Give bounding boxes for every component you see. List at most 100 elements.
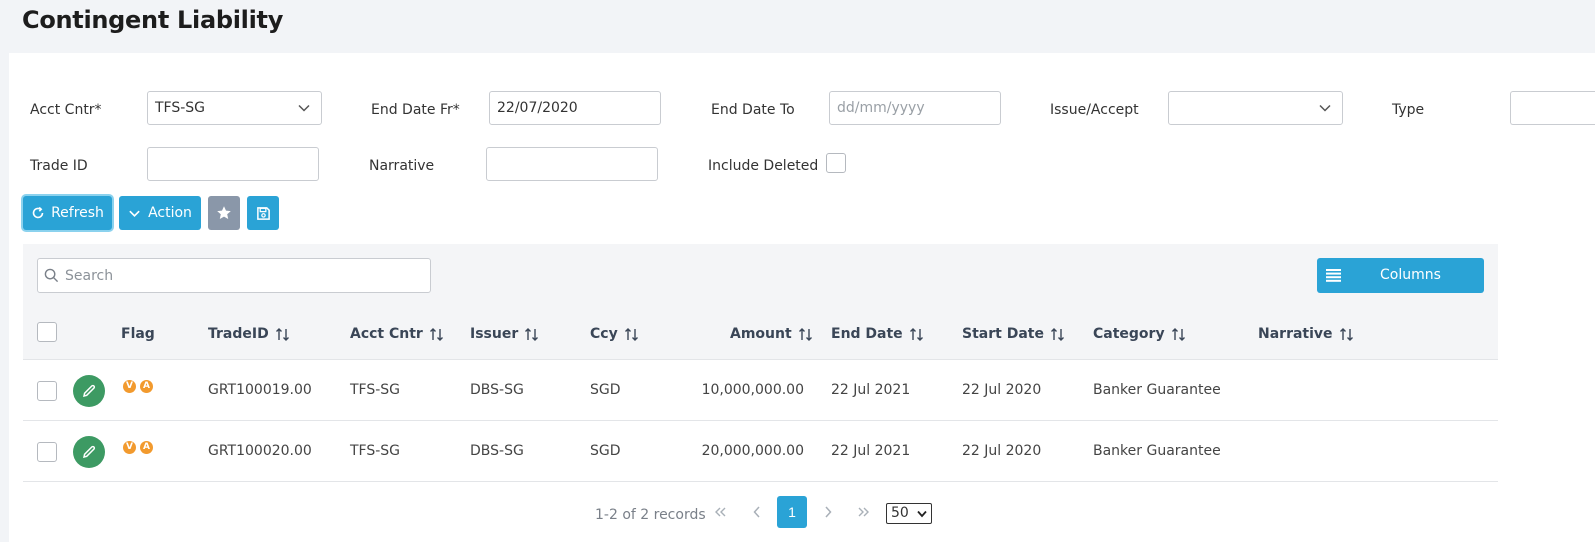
search-placeholder: Search — [65, 268, 114, 284]
row-checkbox[interactable] — [37, 442, 57, 462]
header-ccy[interactable]: Ccy — [590, 326, 639, 342]
star-icon — [217, 206, 231, 219]
type-label: Type — [1392, 102, 1425, 118]
header-acct-cntr[interactable]: Acct Cntr — [350, 326, 444, 342]
next-page-button[interactable] — [813, 496, 843, 528]
flag-badge: A — [140, 380, 153, 393]
main-card: Acct Cntr* TFS-SG End Date Fr* 22/07/202… — [9, 53, 1595, 542]
columns-label: Columns — [1380, 267, 1441, 283]
include-deleted-label: Include Deleted — [708, 158, 819, 174]
grid-toolbar: Search Columns — [23, 244, 1498, 306]
sort-icon — [525, 327, 539, 341]
pagination-summary: 1-2 of 2 records — [595, 507, 706, 523]
table-header: Flag TradeID Acct Cntr Issuer Ccy Amount — [23, 306, 1498, 360]
prev-page-button[interactable] — [742, 496, 772, 528]
cell-issuer: DBS-SG — [470, 443, 524, 459]
trade-id-label: Trade ID — [30, 158, 88, 174]
header-flag: Flag — [121, 326, 155, 342]
end-date-fr-label: End Date Fr* — [371, 102, 460, 118]
header-narrative-label: Narrative — [1258, 326, 1333, 342]
action-button[interactable]: Action — [119, 196, 201, 230]
header-narrative[interactable]: Narrative — [1258, 326, 1354, 342]
end-date-to-input[interactable]: dd/mm/yyyy — [829, 91, 1001, 125]
select-all-checkbox[interactable] — [37, 322, 57, 342]
issue-accept-select[interactable] — [1168, 91, 1343, 125]
page-title: Contingent Liability — [22, 6, 284, 34]
acct-cntr-label: Acct Cntr* — [30, 102, 102, 118]
refresh-button[interactable]: Refresh — [23, 196, 112, 230]
narrative-input[interactable] — [486, 147, 658, 181]
end-date-fr-input[interactable]: 22/07/2020 — [489, 91, 661, 125]
cell-amount: 10,000,000.00 — [701, 382, 804, 398]
search-input[interactable]: Search — [37, 258, 431, 293]
sort-icon — [798, 327, 812, 341]
header-end-date[interactable]: End Date — [831, 326, 924, 342]
trade-id-input[interactable] — [147, 147, 319, 181]
header-acct-cntr-label: Acct Cntr — [350, 326, 423, 342]
header-ccy-label: Ccy — [590, 326, 618, 342]
sort-icon — [1339, 327, 1353, 341]
end-date-to-placeholder: dd/mm/yyyy — [837, 100, 925, 116]
cell-trade-id: GRT100019.00 — [208, 382, 312, 398]
sort-icon — [624, 327, 638, 341]
action-label: Action — [148, 205, 192, 221]
table-row[interactable]: V A GRT100020.00 TFS-SG DBS-SG SGD 20,00… — [23, 421, 1498, 482]
header-issuer-label: Issuer — [470, 326, 519, 342]
pencil-icon — [83, 445, 96, 459]
chevron-right-icon — [825, 506, 832, 518]
flag-badge: V — [123, 380, 136, 393]
pencil-icon — [83, 384, 96, 398]
cell-start-date: 22 Jul 2020 — [962, 443, 1042, 459]
flag-badge: V — [123, 441, 136, 454]
cell-acct-cntr: TFS-SG — [350, 443, 401, 459]
double-chevron-left-icon — [715, 507, 726, 517]
narrative-label: Narrative — [369, 158, 435, 174]
search-icon — [44, 268, 59, 283]
columns-button[interactable]: Columns — [1317, 258, 1484, 293]
row-checkbox[interactable] — [37, 381, 57, 401]
first-page-button[interactable] — [706, 496, 736, 528]
chevron-down-icon — [129, 210, 140, 217]
page-number-button[interactable]: 1 — [777, 496, 807, 528]
acct-cntr-select[interactable]: TFS-SG — [147, 91, 322, 125]
header-trade-id-label: TradeID — [208, 326, 269, 342]
cell-category: Banker Guarantee — [1093, 382, 1221, 398]
header-category-label: Category — [1093, 326, 1165, 342]
cell-amount: 20,000,000.00 — [701, 443, 804, 459]
include-deleted-checkbox[interactable] — [826, 153, 846, 173]
data-grid: Search Columns Flag TradeID — [23, 244, 1498, 542]
sort-icon — [1050, 327, 1064, 341]
edit-button[interactable] — [73, 375, 105, 407]
issue-accept-label: Issue/Accept — [1050, 102, 1139, 118]
edit-button[interactable] — [73, 436, 105, 468]
last-page-button[interactable] — [848, 496, 878, 528]
sort-icon — [275, 327, 289, 341]
header-flag-label: Flag — [121, 326, 155, 342]
refresh-icon — [32, 206, 44, 219]
page-size-select[interactable]: 50 — [886, 503, 932, 524]
cell-issuer: DBS-SG — [470, 382, 524, 398]
double-chevron-right-icon — [858, 507, 869, 517]
floppy-disk-icon — [256, 206, 270, 220]
end-date-fr-value: 22/07/2020 — [497, 100, 578, 116]
header-start-date-label: Start Date — [962, 326, 1044, 342]
favorite-button[interactable] — [208, 196, 240, 230]
refresh-label: Refresh — [51, 205, 104, 221]
header-amount[interactable]: Amount — [730, 326, 813, 342]
header-start-date[interactable]: Start Date — [962, 326, 1065, 342]
header-issuer[interactable]: Issuer — [470, 326, 539, 342]
acct-cntr-value: TFS-SG — [155, 100, 206, 116]
cell-category: Banker Guarantee — [1093, 443, 1221, 459]
cell-trade-id: GRT100020.00 — [208, 443, 312, 459]
cell-ccy: SGD — [590, 382, 621, 398]
header-amount-label: Amount — [730, 326, 792, 342]
type-select[interactable] — [1510, 91, 1595, 125]
header-trade-id[interactable]: TradeID — [208, 326, 290, 342]
chevron-down-icon — [917, 510, 927, 518]
chevron-down-icon — [1319, 104, 1331, 112]
save-button[interactable] — [247, 196, 279, 230]
table-row[interactable]: V A GRT100019.00 TFS-SG DBS-SG SGD 10,00… — [23, 360, 1498, 421]
header-category[interactable]: Category — [1093, 326, 1186, 342]
cell-start-date: 22 Jul 2020 — [962, 382, 1042, 398]
end-date-to-label: End Date To — [711, 102, 795, 118]
